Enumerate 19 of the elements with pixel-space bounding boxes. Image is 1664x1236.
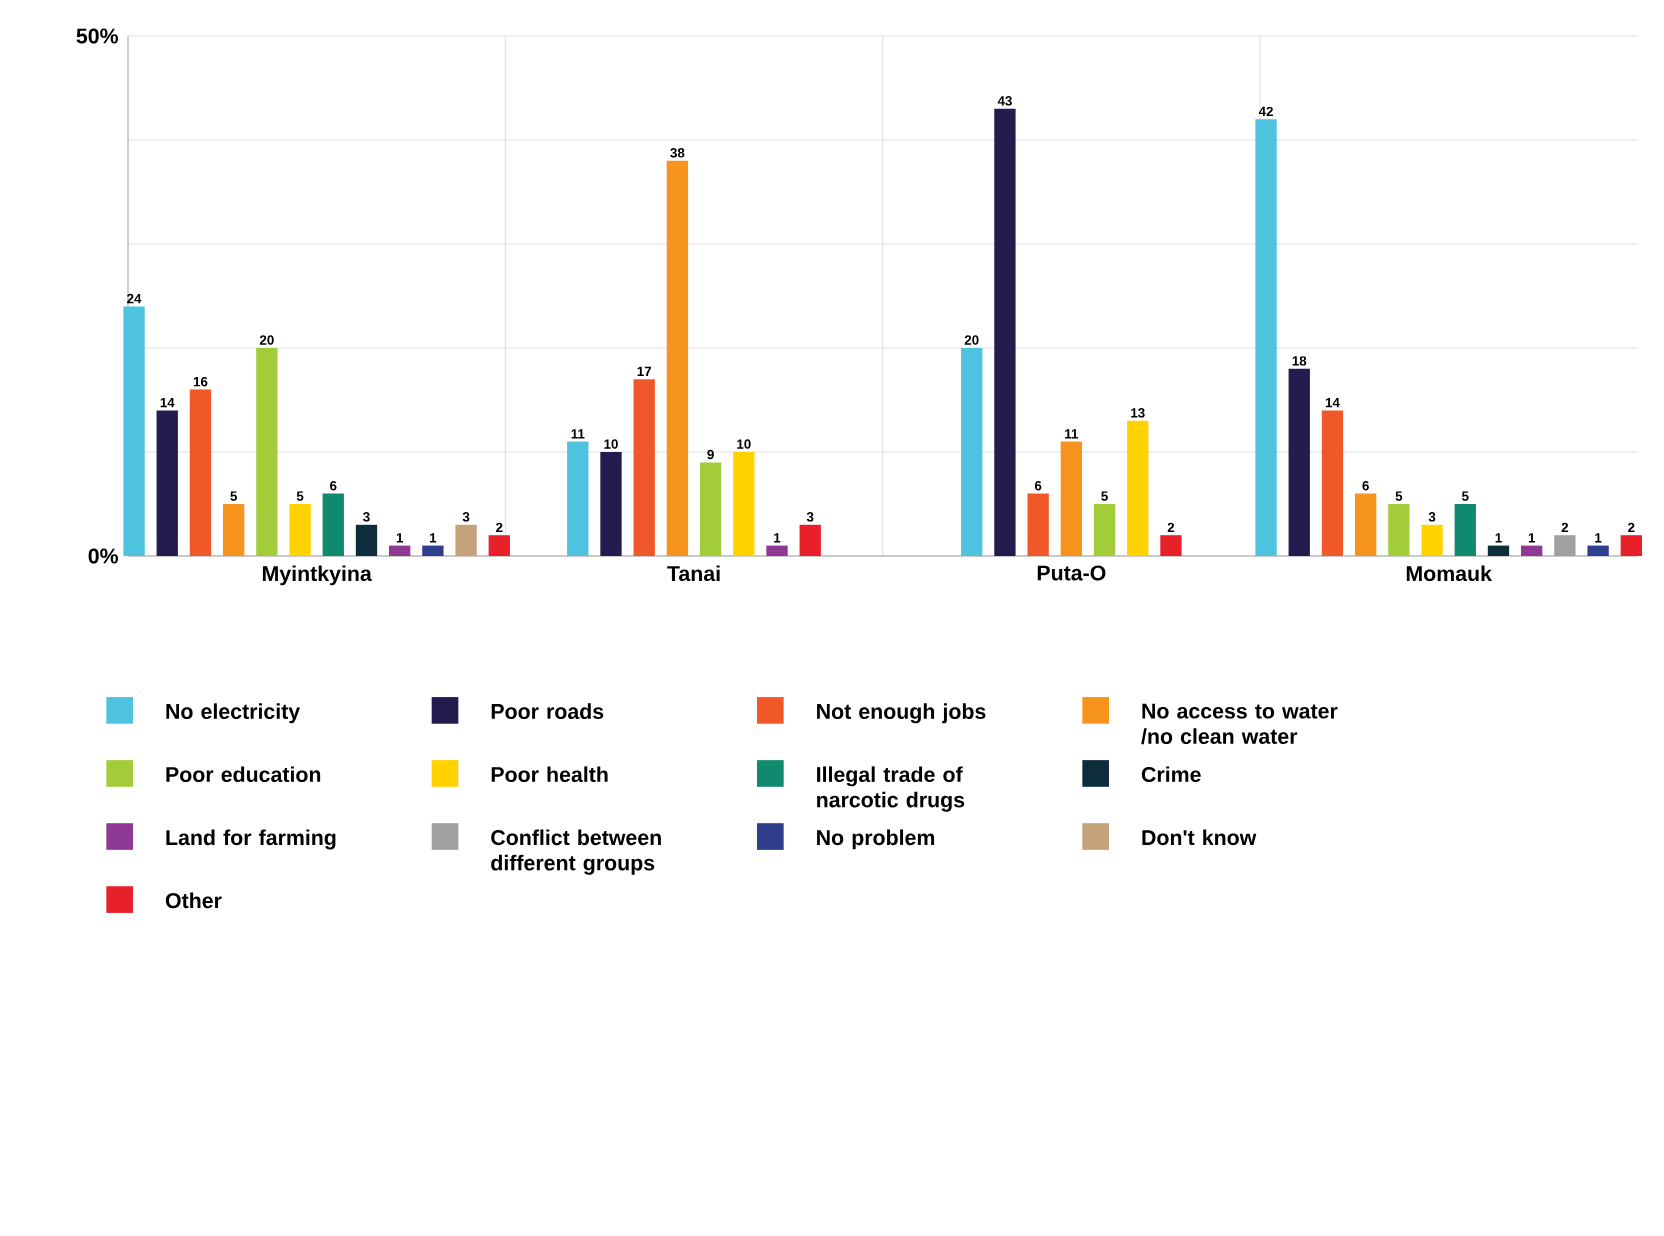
legend-label: Poor health bbox=[491, 766, 608, 783]
legend-label: Poor roads bbox=[491, 703, 604, 719]
legend-label: No electricity bbox=[166, 703, 301, 724]
legend-label: No problem bbox=[817, 829, 935, 850]
x-tick-label: Puta-O bbox=[1037, 565, 1106, 581]
legend-label: Not enough jobs bbox=[817, 703, 986, 724]
y-tick-label: 0% bbox=[88, 548, 119, 564]
legend-label: No access to water /no clean water bbox=[1141, 703, 1338, 745]
x-tick-label: Myintkyina bbox=[262, 565, 372, 586]
legend-label: Illegal trade of narcotic drugs bbox=[817, 766, 965, 812]
legend-label: Don't know bbox=[1142, 829, 1257, 846]
x-tick-label: Momauk bbox=[1406, 565, 1492, 582]
legend-label: Land for farming bbox=[166, 829, 336, 850]
legend-label: Crime bbox=[1141, 766, 1201, 783]
legend-label: Conflict between different groups bbox=[491, 829, 661, 875]
x-tick-label: Tanai bbox=[667, 565, 720, 582]
legend-label: Other bbox=[165, 892, 222, 909]
legend-label: Poor education bbox=[166, 766, 321, 783]
y-tick-label: 50% bbox=[76, 28, 119, 44]
